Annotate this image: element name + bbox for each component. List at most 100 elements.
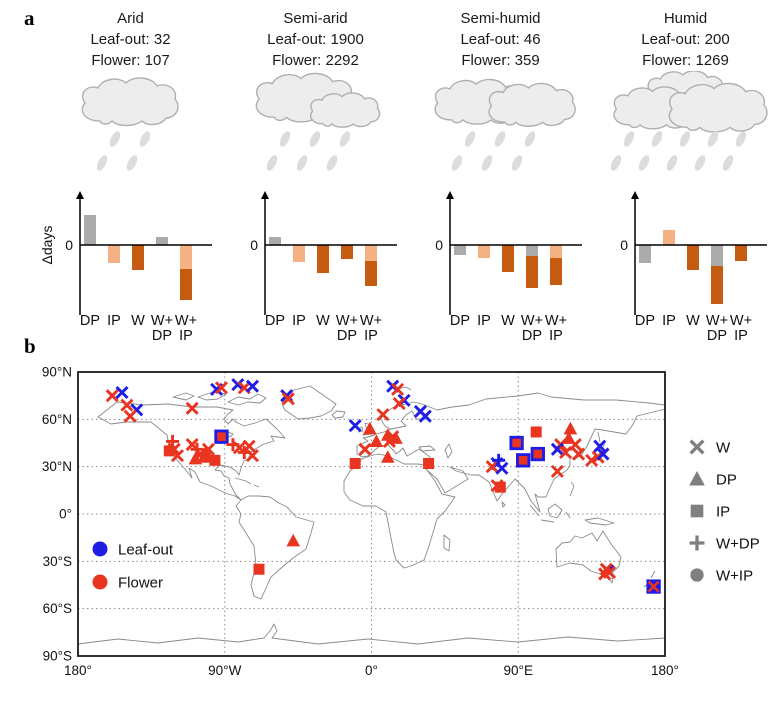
coastline [501, 501, 506, 508]
coastline [444, 443, 453, 459]
bar [550, 245, 562, 258]
map-marker [281, 392, 295, 406]
map-marker [485, 460, 499, 474]
map-marker [550, 442, 564, 456]
phase-legend-swatch [92, 574, 108, 590]
map-marker [349, 458, 361, 470]
cloud-rain-graphic [81, 77, 179, 171]
bar [317, 245, 329, 273]
coastline [234, 477, 260, 488]
map-marker [120, 398, 134, 412]
map-marker [690, 568, 704, 582]
coastline [343, 453, 456, 569]
coastline [597, 431, 601, 443]
lon-tick-label: 90°W [208, 663, 241, 678]
leafout-count: Leaf-out: 46 [460, 31, 541, 48]
map-marker [689, 535, 705, 551]
map-marker [512, 438, 521, 448]
map-marker [242, 439, 256, 453]
flower-count: Flower: 107 [91, 52, 170, 69]
map-marker [253, 563, 265, 575]
category-label: DP [522, 328, 542, 343]
map-marker [518, 456, 528, 465]
map-marker [392, 397, 406, 411]
axis-arrow [446, 191, 454, 199]
map-marker [369, 434, 384, 448]
bar [108, 245, 120, 263]
map-marker [492, 453, 506, 467]
map-marker [163, 445, 175, 457]
raindrop-icon [694, 155, 706, 171]
bar [269, 237, 281, 245]
raindrop-icon [451, 155, 463, 171]
coastline [555, 530, 622, 575]
bar [735, 245, 747, 261]
leafout-count: Leaf-out: 32 [90, 31, 171, 48]
coastline [529, 481, 575, 523]
bar [478, 245, 490, 258]
leafout-count: Leaf-out: 1900 [267, 31, 364, 48]
coastline [97, 401, 286, 501]
phase-legend-swatch [92, 541, 108, 557]
map-marker [382, 434, 396, 448]
bar [341, 245, 353, 259]
raindrop-icon [679, 131, 691, 147]
map-marker [423, 458, 435, 470]
category-label: W [316, 313, 330, 329]
cloud-icon [309, 92, 381, 128]
map-marker [530, 426, 542, 438]
bar [180, 269, 192, 300]
map-marker [231, 378, 245, 392]
category-label: IP [734, 328, 748, 343]
lat-tick-label: 60°S [43, 601, 72, 616]
category-label: W+ [175, 313, 197, 329]
raindrop-icon [524, 131, 536, 147]
coastline [356, 428, 392, 447]
raindrop-icon [610, 155, 622, 171]
coastline [197, 391, 227, 401]
bar [711, 266, 723, 304]
cloud-rain-graphic [255, 72, 381, 171]
climate-title: Humid [663, 10, 708, 27]
map-marker [689, 470, 705, 486]
bar [84, 215, 96, 245]
lat-tick-label: 0° [59, 507, 72, 522]
coastline [418, 445, 436, 452]
category-label: DP [265, 313, 285, 329]
category-label: DP [80, 313, 100, 329]
coastline [356, 408, 666, 513]
coastline [281, 385, 337, 420]
leafout-count: Leaf-out: 200 [641, 31, 730, 48]
flower-count: Flower: 1269 [642, 52, 729, 69]
zero-label: 0 [435, 237, 443, 253]
raindrop-icon [464, 131, 476, 147]
map-marker [689, 439, 705, 455]
map-marker [209, 454, 221, 466]
category-label: W+ [521, 313, 543, 329]
raindrop-icon [666, 155, 678, 171]
category-label: W [131, 313, 145, 329]
coastline [584, 517, 615, 526]
lon-tick-label: 180° [64, 663, 92, 678]
coastline [77, 623, 666, 645]
driver-legend-label: W+DP [716, 536, 760, 553]
raindrop-icon [638, 155, 650, 171]
driver-legend-label: DP [716, 472, 737, 489]
cloud-icon [488, 82, 576, 127]
climate-column-humid: Humid Leaf-out: 200 Flower: 1269 0 DP IP W W… [593, 8, 778, 343]
category-label: DP [450, 313, 470, 329]
map-marker [585, 453, 599, 467]
map-marker [185, 401, 199, 415]
bar [550, 258, 562, 285]
zero-label: 0 [250, 237, 258, 253]
category-label: DP [337, 328, 357, 343]
driver-legend-label: W+IP [716, 568, 753, 585]
coastline [172, 392, 195, 401]
axis-arrow [76, 191, 84, 199]
raindrop-icon [494, 131, 506, 147]
map-marker [358, 442, 372, 456]
lon-tick-label: 180° [651, 663, 679, 678]
lat-tick-label: 90°N [42, 365, 72, 380]
map-marker [286, 533, 301, 547]
